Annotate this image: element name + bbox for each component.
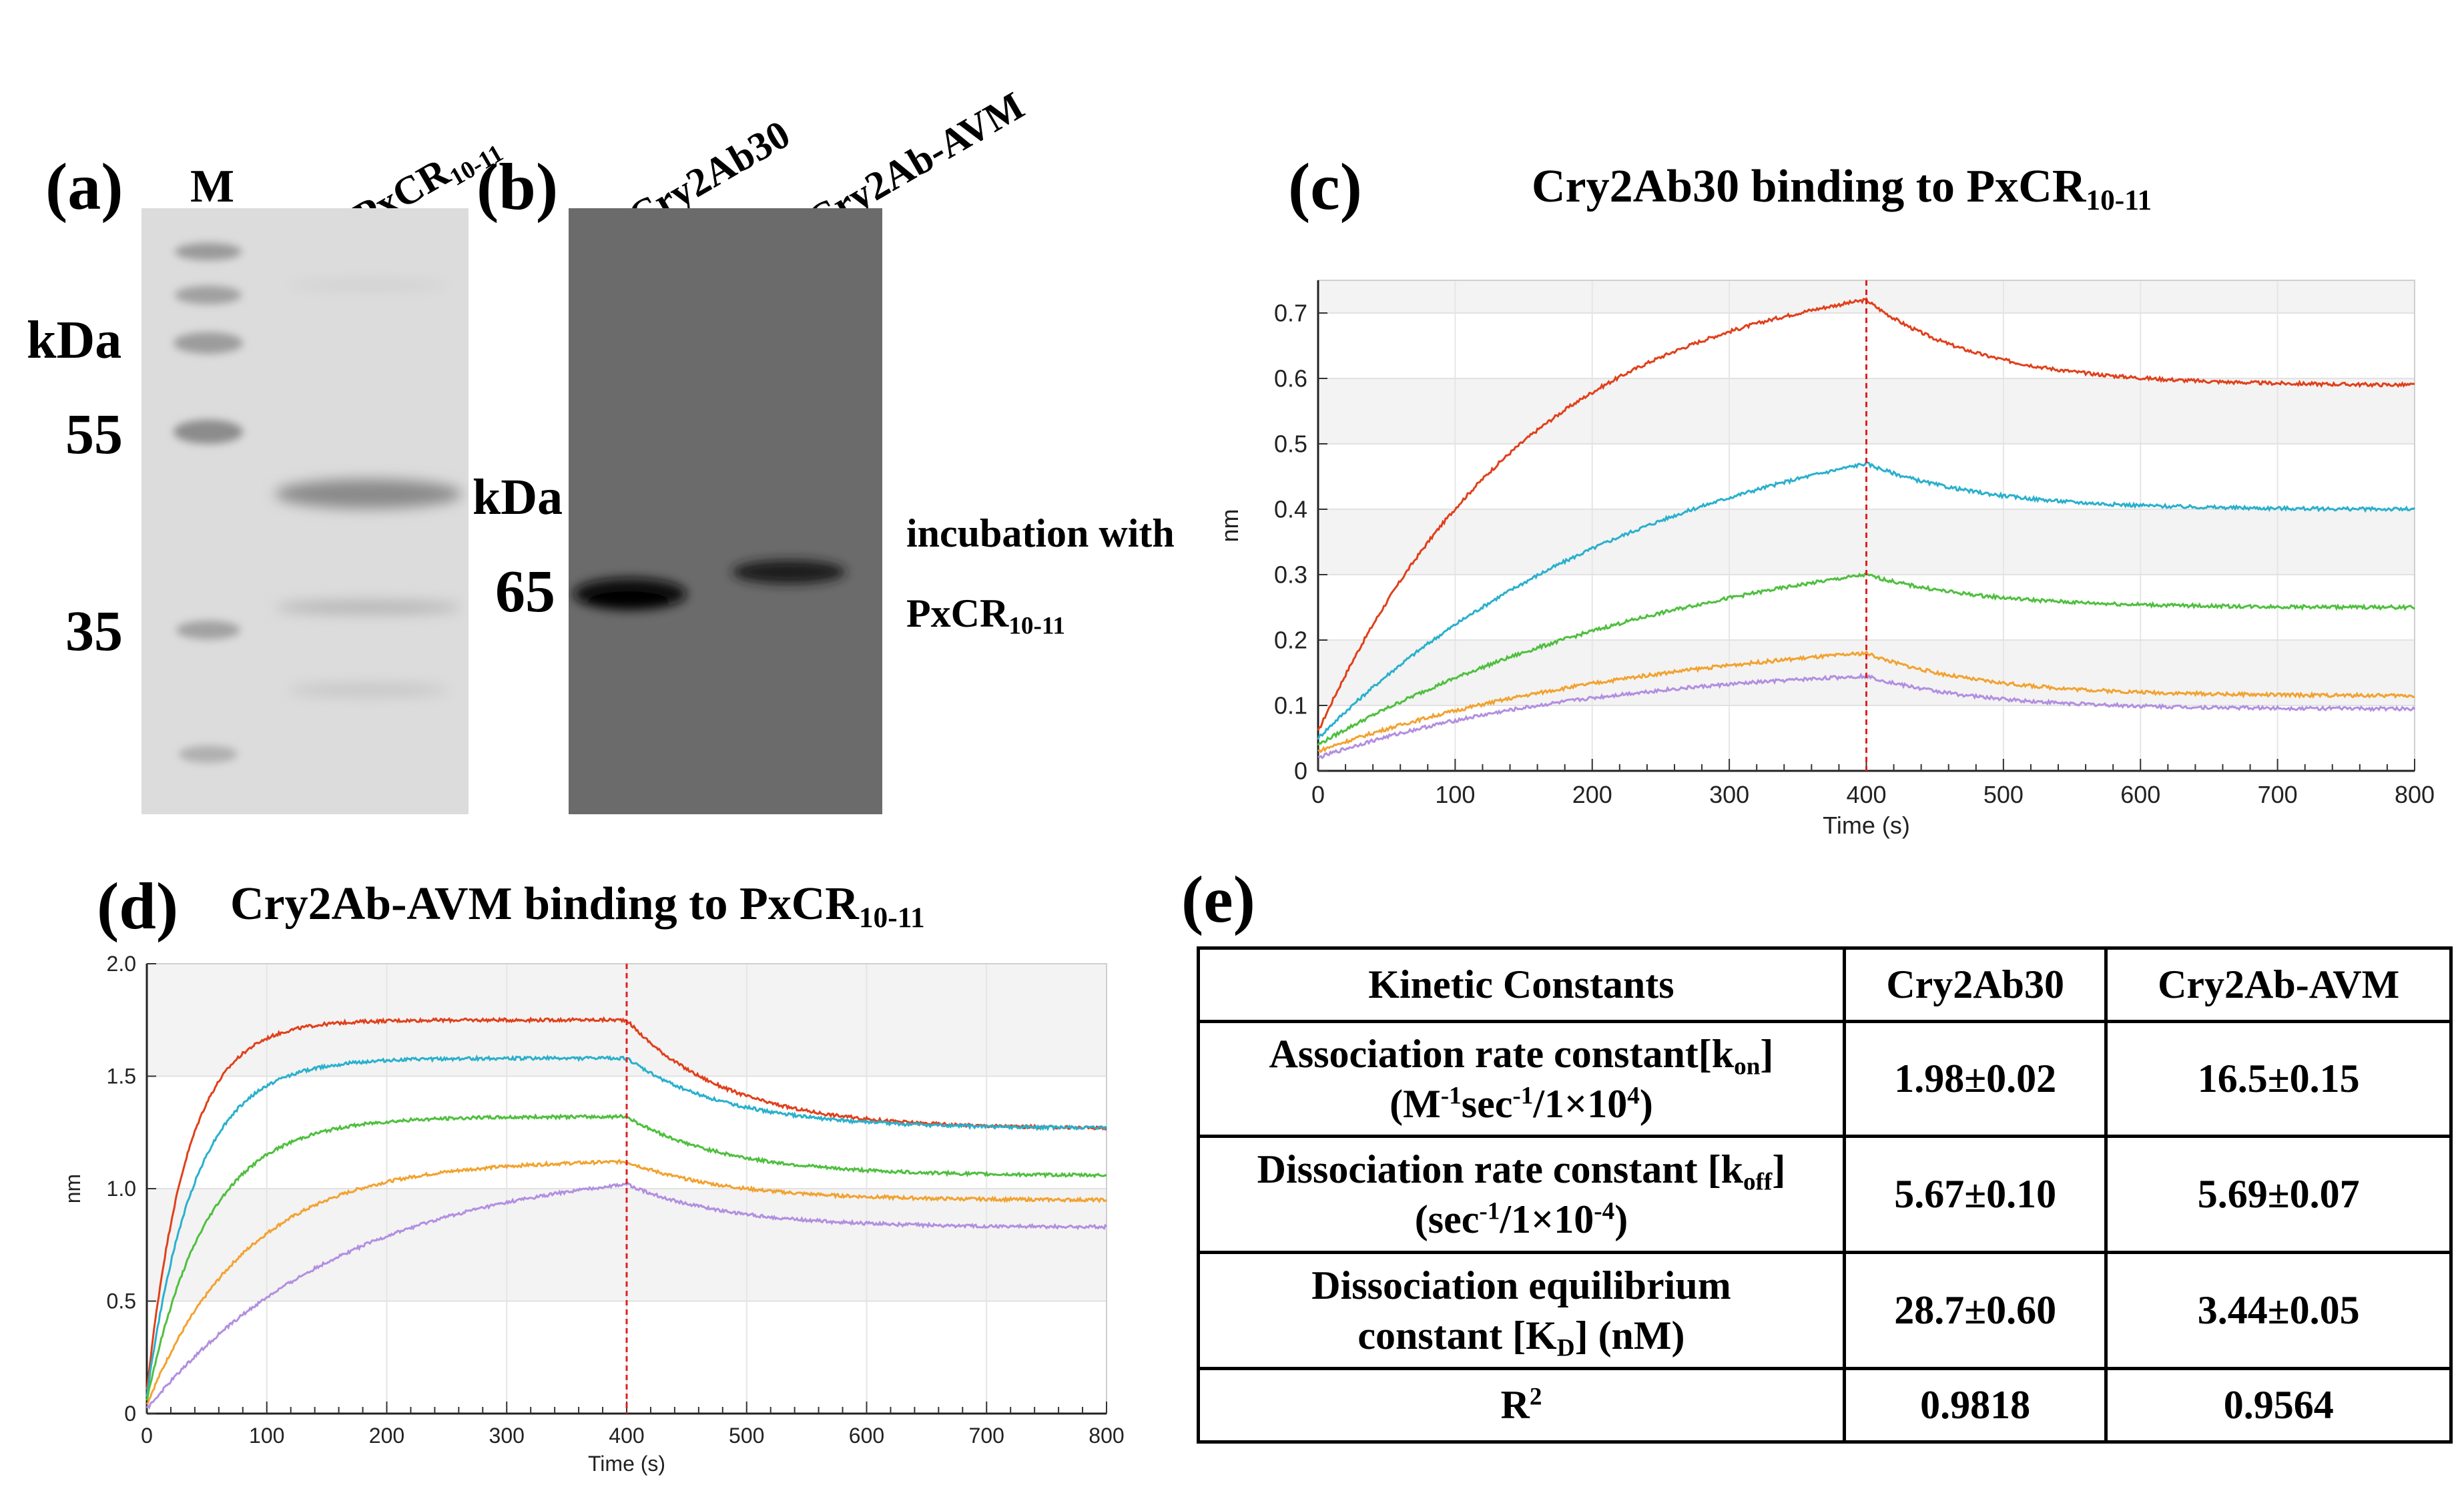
y-tick-label: 0 bbox=[124, 1402, 136, 1426]
series-line-s4 bbox=[1317, 649, 2415, 754]
kinetic-constants-table: Kinetic Constants Cry2Ab30 Cry2Ab-AVM As… bbox=[1197, 946, 2453, 1444]
y-tick-label: 0.5 bbox=[107, 1289, 136, 1313]
sds-page-gel bbox=[141, 208, 469, 814]
x-axis-label: Time (s) bbox=[588, 1452, 665, 1476]
x-tick-label: 100 bbox=[249, 1424, 284, 1448]
kon-cry2ab30: 1.98±0.02 bbox=[1842, 1020, 2108, 1138]
kd-label: Dissociation equilibrium constant [KD] (… bbox=[1197, 1251, 1846, 1370]
blot-bands bbox=[573, 560, 846, 610]
x-tick-label: 100 bbox=[1435, 781, 1475, 808]
koff-label: Dissociation rate constant [koff] (sec-1… bbox=[1197, 1135, 1846, 1254]
y-tick-label: 0.2 bbox=[1274, 627, 1307, 654]
x-tick-label: 600 bbox=[2120, 781, 2160, 808]
x-tick-label: 700 bbox=[969, 1424, 1004, 1448]
y-tick-label: 1.0 bbox=[107, 1177, 136, 1201]
kda-unit-a: kDa bbox=[27, 311, 122, 370]
x-tick-label: 400 bbox=[609, 1424, 644, 1448]
y-tick-label: 1.5 bbox=[107, 1065, 136, 1089]
panel-c-letter: (c) bbox=[1288, 149, 1362, 224]
gel-background bbox=[141, 208, 469, 814]
y-tick-label: 0.7 bbox=[1274, 300, 1307, 327]
table-row-kon: Association rate constant[kon] (M-1sec-1… bbox=[1197, 1020, 2453, 1138]
blot-background bbox=[569, 208, 882, 814]
chart-c-binding-curves: 0 100 200 300 400 500 600 700 800 0 0.1 0.2 0.3 0.4 0.… bbox=[1216, 280, 2435, 839]
marker-lane-label: M bbox=[190, 161, 235, 212]
y-tick-label: 0.5 bbox=[1274, 430, 1307, 458]
kon-cry2ab-avm: 16.5±0.15 bbox=[2104, 1020, 2453, 1138]
panel-b-letter: (b) bbox=[477, 149, 559, 224]
y-tick-label: 2.0 bbox=[107, 952, 136, 976]
y-tick-label: 0.3 bbox=[1274, 561, 1307, 589]
marker-35-label: 35 bbox=[65, 599, 123, 663]
x-tick-label: 700 bbox=[2258, 781, 2298, 808]
r2-label: R2 bbox=[1197, 1367, 1846, 1444]
panel-c-title: Cry2Ab30 binding to PxCR10-11 bbox=[1532, 161, 2152, 217]
y-tick-label: 0.4 bbox=[1274, 496, 1307, 523]
chart-d-binding-curves: 0 100 200 300 400 500 600 700 800 0 0.5 1.0 1.5 2.0 Ti… bbox=[61, 952, 1125, 1476]
y-tick-label: 0.1 bbox=[1274, 692, 1307, 719]
x-tick-label: 300 bbox=[1709, 781, 1749, 808]
series-line-s1 bbox=[1317, 297, 2415, 731]
y-tick-label: 0 bbox=[1294, 758, 1307, 785]
table-row-koff: Dissociation rate constant [koff] (sec-1… bbox=[1197, 1135, 2453, 1254]
x-axis-label: Time (s) bbox=[1823, 812, 1910, 839]
x-tick-label: 0 bbox=[141, 1424, 153, 1448]
series-line-s5 bbox=[145, 1181, 1107, 1410]
x-tick-label: 400 bbox=[1846, 781, 1886, 808]
kon-label: Association rate constant[kon] (M-1sec-1… bbox=[1197, 1020, 1846, 1138]
marker-55-label: 55 bbox=[65, 402, 123, 466]
y-tick-label: 0.6 bbox=[1274, 365, 1307, 392]
x-tick-label: 800 bbox=[1089, 1424, 1124, 1448]
x-tick-label: 0 bbox=[1311, 781, 1325, 808]
panel-e-letter: (e) bbox=[1181, 862, 1255, 936]
western-blot bbox=[569, 208, 882, 814]
r2-cry2ab-avm: 0.9564 bbox=[2104, 1367, 2453, 1444]
marker-65-label: 65 bbox=[495, 559, 555, 625]
x-tick-label: 600 bbox=[849, 1424, 884, 1448]
koff-cry2ab30: 5.67±0.10 bbox=[1842, 1135, 2108, 1254]
kda-unit-b: kDa bbox=[473, 469, 563, 525]
kd-cry2ab-avm: 3.44±0.05 bbox=[2104, 1251, 2453, 1370]
x-tick-label: 300 bbox=[489, 1424, 525, 1448]
pxcr-bands bbox=[275, 281, 462, 697]
incubation-note-line2: PxCR10-11 bbox=[906, 591, 1066, 640]
r2-cry2ab30: 0.9818 bbox=[1842, 1367, 2108, 1444]
marker-ladder bbox=[174, 243, 243, 763]
x-tick-label: 500 bbox=[729, 1424, 764, 1448]
header-kinetic-constants: Kinetic Constants bbox=[1197, 946, 1846, 1023]
incubation-note-line1: incubation with bbox=[906, 511, 1175, 555]
x-tick-label: 200 bbox=[369, 1424, 404, 1448]
header-cry2ab-avm: Cry2Ab-AVM bbox=[2104, 946, 2453, 1023]
x-tick-label: 800 bbox=[2395, 781, 2435, 808]
table-row-kd: Dissociation equilibrium constant [KD] (… bbox=[1197, 1251, 2453, 1370]
panel-a-letter: (a) bbox=[45, 149, 123, 224]
x-tick-label: 200 bbox=[1572, 781, 1612, 808]
koff-cry2ab-avm: 5.69±0.07 bbox=[2104, 1135, 2453, 1254]
panel-d-title: Cry2Ab-AVM binding to PxCR10-11 bbox=[230, 878, 925, 934]
header-cry2ab30: Cry2Ab30 bbox=[1842, 946, 2108, 1023]
y-axis-label: nm bbox=[1216, 509, 1243, 542]
y-axis-label: nm bbox=[61, 1174, 85, 1203]
panel-d-letter: (d) bbox=[97, 869, 179, 943]
table-row-r2: R2 0.9818 0.9564 bbox=[1197, 1367, 2453, 1444]
table-header-row: Kinetic Constants Cry2Ab30 Cry2Ab-AVM bbox=[1197, 946, 2453, 1023]
x-tick-label: 500 bbox=[1983, 781, 2024, 808]
kd-cry2ab30: 28.7±0.60 bbox=[1842, 1251, 2108, 1370]
